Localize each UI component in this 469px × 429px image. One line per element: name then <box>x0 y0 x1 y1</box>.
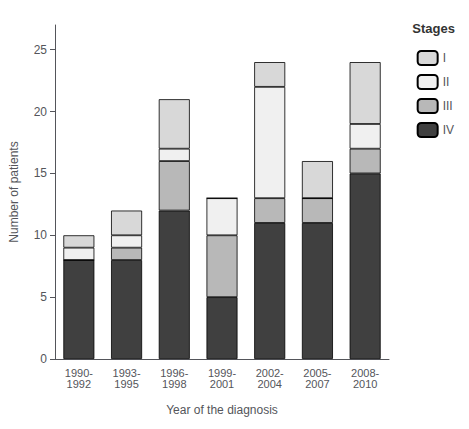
svg-text:2005-: 2005- <box>303 366 332 379</box>
svg-text:1992: 1992 <box>67 378 91 390</box>
svg-text:1990-: 1990- <box>64 366 93 379</box>
svg-text:Year of the diagnosis: Year of the diagnosis <box>166 403 278 417</box>
svg-text:25: 25 <box>34 43 48 57</box>
svg-text:I: I <box>443 51 446 65</box>
svg-text:Number of patients: Number of patients <box>7 141 21 242</box>
svg-text:1995: 1995 <box>114 378 138 390</box>
svg-text:2002-: 2002- <box>255 366 284 379</box>
svg-text:1998: 1998 <box>162 378 186 390</box>
svg-text:1996-: 1996- <box>160 366 189 379</box>
svg-text:20: 20 <box>34 105 48 119</box>
svg-text:1999-: 1999- <box>207 366 237 379</box>
svg-text:15: 15 <box>34 166 48 180</box>
svg-text:III: III <box>443 99 453 113</box>
svg-text:2004: 2004 <box>257 378 281 390</box>
svg-text:10: 10 <box>34 228 48 242</box>
svg-text:5: 5 <box>40 290 47 304</box>
svg-text:2010: 2010 <box>353 378 377 390</box>
svg-text:IV: IV <box>443 123 454 137</box>
svg-text:Stages: Stages <box>412 21 455 36</box>
svg-text:2008-: 2008- <box>351 366 380 379</box>
svg-text:2001: 2001 <box>210 378 234 390</box>
svg-text:1993-: 1993- <box>112 366 141 379</box>
svg-text:0: 0 <box>40 352 47 366</box>
svg-text:II: II <box>443 75 450 89</box>
svg-text:2007: 2007 <box>305 378 329 390</box>
